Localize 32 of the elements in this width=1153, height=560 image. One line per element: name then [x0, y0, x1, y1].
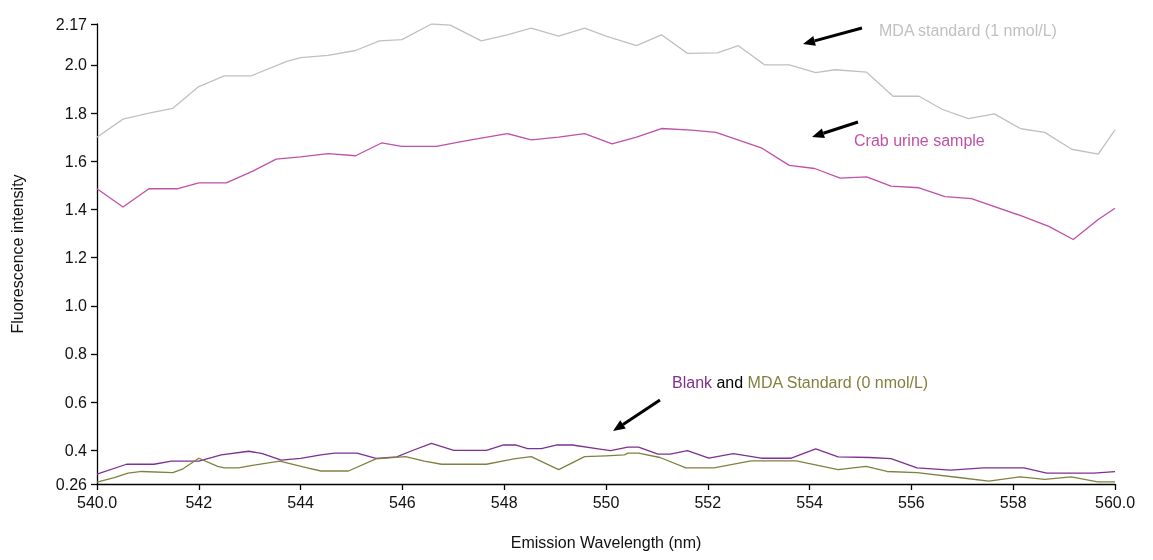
x-tick-label: 540.0	[76, 493, 118, 511]
y-tick-label: 1.4	[64, 200, 88, 218]
x-tick-label: 548	[490, 493, 518, 511]
x-tick-label: 546	[389, 493, 416, 511]
x-tick-label: 552	[694, 493, 722, 511]
text: MDA standard (1 nmol/L)	[879, 21, 1057, 39]
x-axis-title: Emission Wavelength (nm)	[510, 533, 702, 551]
text: MDA Standard (0 nmol/L)	[747, 373, 929, 391]
y-tick-label: 1.6	[64, 152, 88, 170]
x-tick-label: 560.0	[1094, 493, 1136, 511]
line-series	[96, 442, 1116, 475]
y-tick-label: 2.0	[64, 56, 88, 74]
x-tick-label: 554	[796, 493, 824, 511]
y-tick-label: 2.17	[55, 15, 88, 33]
y-tick-label: 0.26	[55, 475, 88, 493]
x-tick-label: 550	[592, 493, 620, 511]
y-axis-title: Fluorescence intensity	[8, 174, 26, 334]
line-series	[96, 127, 1116, 241]
y-tick-label: 1.8	[64, 104, 88, 122]
x-tick-label: 556	[898, 493, 925, 511]
x-tick-label: 544	[287, 493, 315, 511]
y-tick-label: 1.0	[64, 297, 88, 315]
y-tick-label: 0.6	[64, 393, 88, 411]
line-series	[96, 23, 1116, 155]
x-tick-label: 542	[185, 493, 213, 511]
text: Blank	[672, 373, 714, 391]
y-tick-label: 0.4	[64, 441, 88, 459]
x-tick-label: 558	[999, 493, 1027, 511]
series-label: Crab urine sample	[854, 131, 985, 149]
y-tick-label: 1.2	[64, 249, 88, 267]
y-tick-label: 0.8	[64, 345, 88, 363]
annotation: and	[716, 373, 744, 391]
